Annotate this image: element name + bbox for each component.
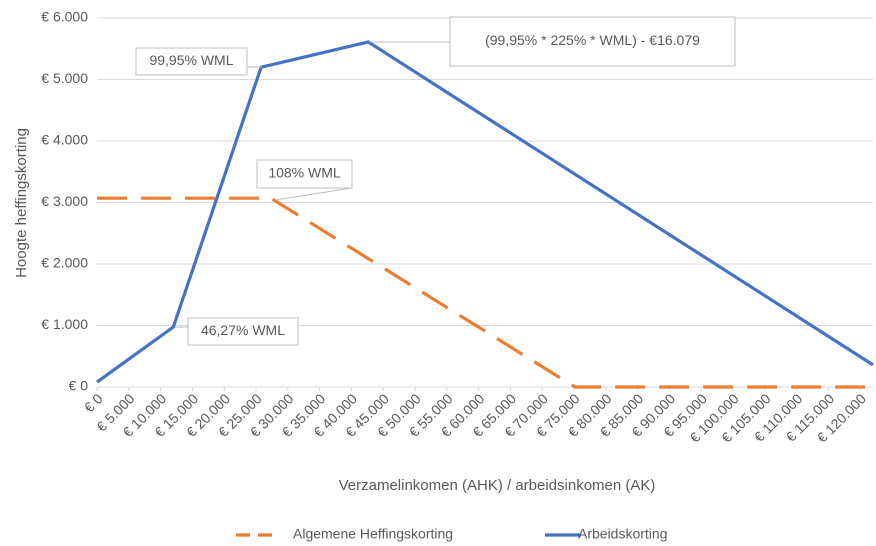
callout-leader <box>274 187 353 201</box>
legend-label: Arbeidskorting <box>578 526 668 542</box>
x-axis-title: Verzamelinkomen (AHK) / arbeidsinkomen (… <box>339 477 656 494</box>
y-tick-label: € 4.000 <box>41 132 88 148</box>
y-tick-label: € 3.000 <box>41 193 88 209</box>
callout-box <box>187 317 299 346</box>
x-tick-label: € 0 <box>81 390 106 415</box>
y-tick-label: € 1.000 <box>41 316 88 332</box>
callout-box <box>256 159 353 189</box>
series-line <box>97 196 873 389</box>
y-axis-title: Hoogte heffingskorting <box>13 128 30 278</box>
annotation: 46,27% WML <box>201 322 285 338</box>
callout-box <box>135 47 248 76</box>
legend-label: Algemene Heffingskorting <box>293 526 453 542</box>
annotation: 99,95% WML <box>149 52 233 68</box>
y-tick-label: € 6.000 <box>41 9 88 25</box>
callout-box <box>449 16 736 67</box>
y-tick-label: € 2.000 <box>41 255 88 271</box>
annotation: 108% WML <box>268 165 341 181</box>
y-tick-label: € 5.000 <box>41 70 88 86</box>
y-tick-label: € 0 <box>69 378 89 394</box>
annotation: (99,95% * 225% * WML) - €16.079 <box>485 32 700 48</box>
